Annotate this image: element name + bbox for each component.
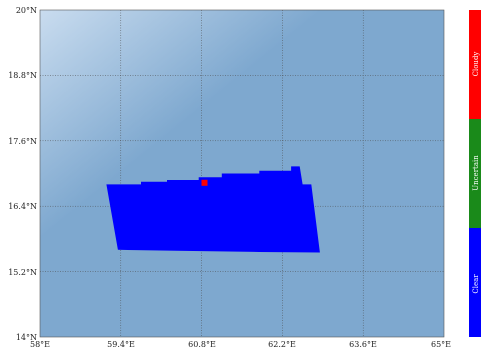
legend-swatch-uncertain [469,119,481,228]
lat-label-15-2n: 15.2°N [8,268,37,277]
legend-label-clear: Clear [472,274,480,294]
lat-label-18-8n: 18.8°N [8,71,37,80]
legend-label-cloudy: Cloudy [472,52,480,77]
lon-label-65e: 65°E [431,340,451,349]
lon-label-63-6e: 63.6°E [349,340,377,349]
clear-sky-swath [106,166,320,253]
lat-label-17-6n: 17.6°N [8,137,37,146]
lon-label-62-2e: 62.2°E [268,340,296,349]
legend-swatch-cloudy [469,10,481,119]
lat-label-14n: 14°N [16,333,37,342]
cloudy-pixel [201,179,208,186]
classification-legend: Cloudy Uncertain Clear [469,10,481,337]
latitude-labels: 20°N 18.8°N 17.6°N 16.4°N 15.2°N 14°N [8,6,37,342]
lon-label-60-8e: 60.8°E [188,340,216,349]
lat-label-16-4n: 16.4°N [8,202,37,211]
legend-label-uncertain: Uncertain [472,155,480,191]
lat-label-20n: 20°N [16,6,37,15]
longitude-labels: 58°E 59.4°E 60.8°E 62.2°E 63.6°E 65°E [30,340,451,349]
legend-swatch-clear [469,228,481,337]
map-frame [39,9,445,338]
lon-label-59-4e: 59.4°E [107,340,135,349]
lon-label-58e: 58°E [30,340,50,349]
